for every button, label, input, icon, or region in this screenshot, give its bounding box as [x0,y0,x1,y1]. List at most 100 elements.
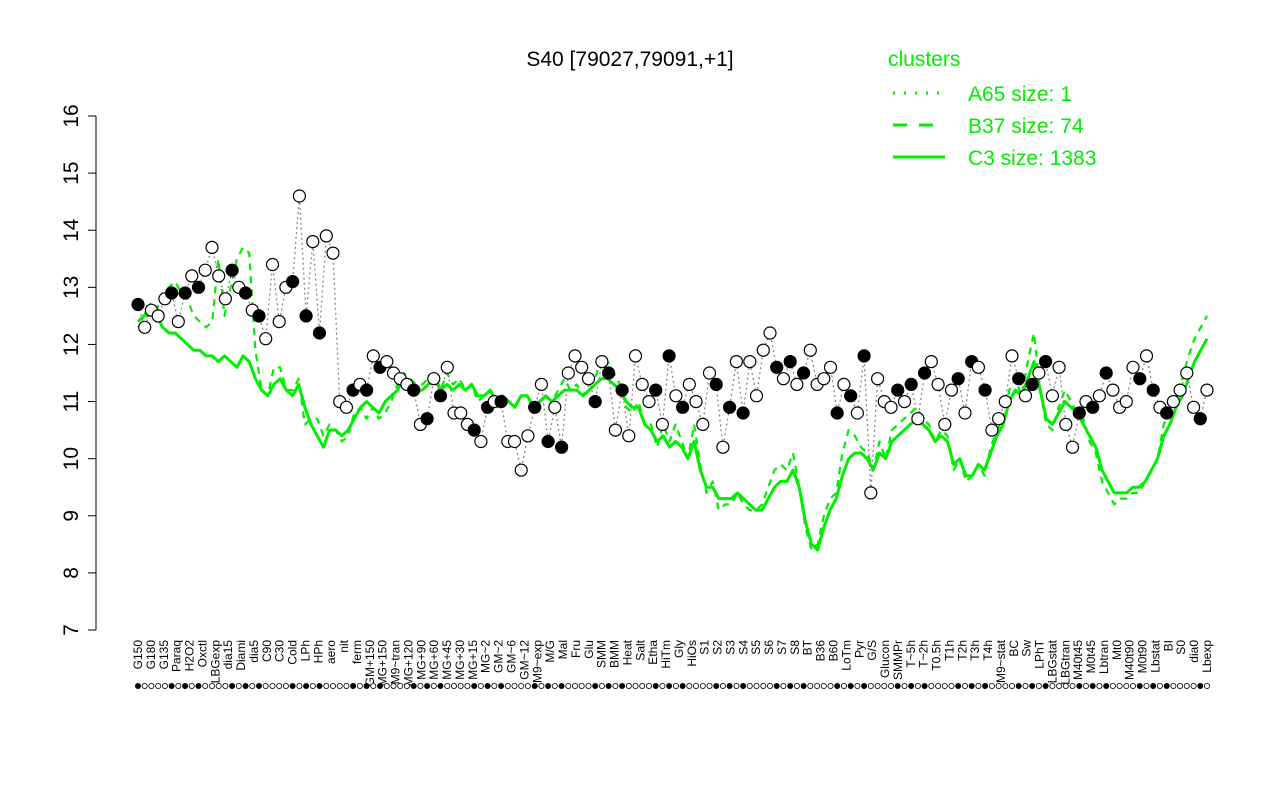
legend-title: clusters [888,48,960,71]
data-point [817,372,831,386]
data-point [1139,349,1154,363]
x-tick-label: GM~2 [492,640,506,673]
x-tick-label: S1 [698,640,712,655]
x-marker [814,683,821,690]
x-tick-label: M0t90 [1136,640,1150,674]
data-point [938,417,952,431]
x-marker [417,683,424,690]
x-marker [1170,683,1177,690]
x-tick-label: T1h [942,640,956,661]
data-point [595,355,609,369]
x-tick-label: M0t45 [1084,640,1098,674]
data-point [655,417,670,431]
data-point [696,417,710,431]
x-marker [524,683,531,690]
x-marker [988,683,995,690]
x-marker [962,683,969,690]
data-point [904,377,918,391]
data-point [131,297,145,312]
x-marker [511,683,518,690]
x-marker [303,683,310,690]
x-marker [336,683,343,690]
data-point [380,355,394,369]
x-marker [968,683,975,690]
x-marker [1035,683,1042,690]
y-tick-label: 16 [60,104,83,127]
x-tick-label: Heat [620,639,634,665]
data-point [1166,395,1181,409]
data-point [1065,440,1080,454]
x-marker [390,683,397,690]
x-marker [928,683,935,690]
x-tick-label: Fru [569,640,583,658]
data-point [312,326,327,340]
x-marker [410,683,417,690]
data-point [743,355,757,369]
x-axis: G150G180G135ParaqH2O2OxctlLBGexpdia15Dia… [131,639,1214,690]
data-point [763,326,777,340]
x-marker [908,683,915,690]
x-tick-label: M9~exp [530,640,544,683]
x-tick-label: S6 [762,640,776,655]
x-tick-label: dia5 [247,640,261,663]
x-marker [840,683,847,690]
x-marker [242,683,249,690]
data-point [286,275,300,289]
y-tick-label: 11 [60,391,83,413]
x-tick-label: nit [337,639,351,652]
x-marker [679,683,686,690]
x-marker [807,683,814,690]
x-marker [1123,683,1130,690]
data-point [514,463,528,477]
data-point [326,246,340,260]
x-marker [498,683,505,690]
x-marker [161,683,168,690]
data-point [299,309,313,323]
x-tick-label: SMMPr [891,640,905,680]
x-marker [982,683,989,690]
x-marker [948,683,955,690]
data-point [454,406,468,420]
x-tick-label: G180 [144,640,158,670]
x-tick-label: Glu [582,640,596,659]
x-tick-label: M/G [543,640,557,663]
x-marker [1136,683,1143,690]
data-point [951,372,965,386]
x-tick-label: MG+30 [453,640,467,680]
data-point [171,315,185,329]
x-marker [1089,683,1096,690]
x-marker [914,683,921,690]
x-marker [605,683,612,690]
x-tick-label: GM+150 [363,640,377,687]
data-point [796,366,811,380]
x-marker [424,683,431,690]
data-point [205,240,219,254]
data-point [783,355,797,369]
data-point [178,286,192,300]
data-point [507,434,522,449]
x-marker [188,683,195,690]
x-tick-label: Sw [1020,640,1034,657]
x-marker [995,683,1002,690]
x-marker [1156,683,1163,690]
x-marker [1056,683,1063,690]
x-marker [376,683,383,690]
x-tick-label: B36 [814,640,828,662]
x-marker [820,683,827,690]
x-marker [901,683,908,690]
data-point [722,400,737,414]
data-point [474,434,488,449]
data-point [541,434,555,449]
x-marker [787,683,794,690]
x-tick-label: Lbexp [1200,640,1214,673]
x-marker [229,683,236,690]
x-tick-label: MG+60 [427,640,441,680]
data-point [259,332,273,346]
series-line-dotted [137,195,1208,494]
x-marker [343,683,350,690]
data-point [185,269,199,283]
x-marker [881,683,888,690]
x-tick-label: GM~12 [517,640,531,680]
data-point [917,366,932,380]
